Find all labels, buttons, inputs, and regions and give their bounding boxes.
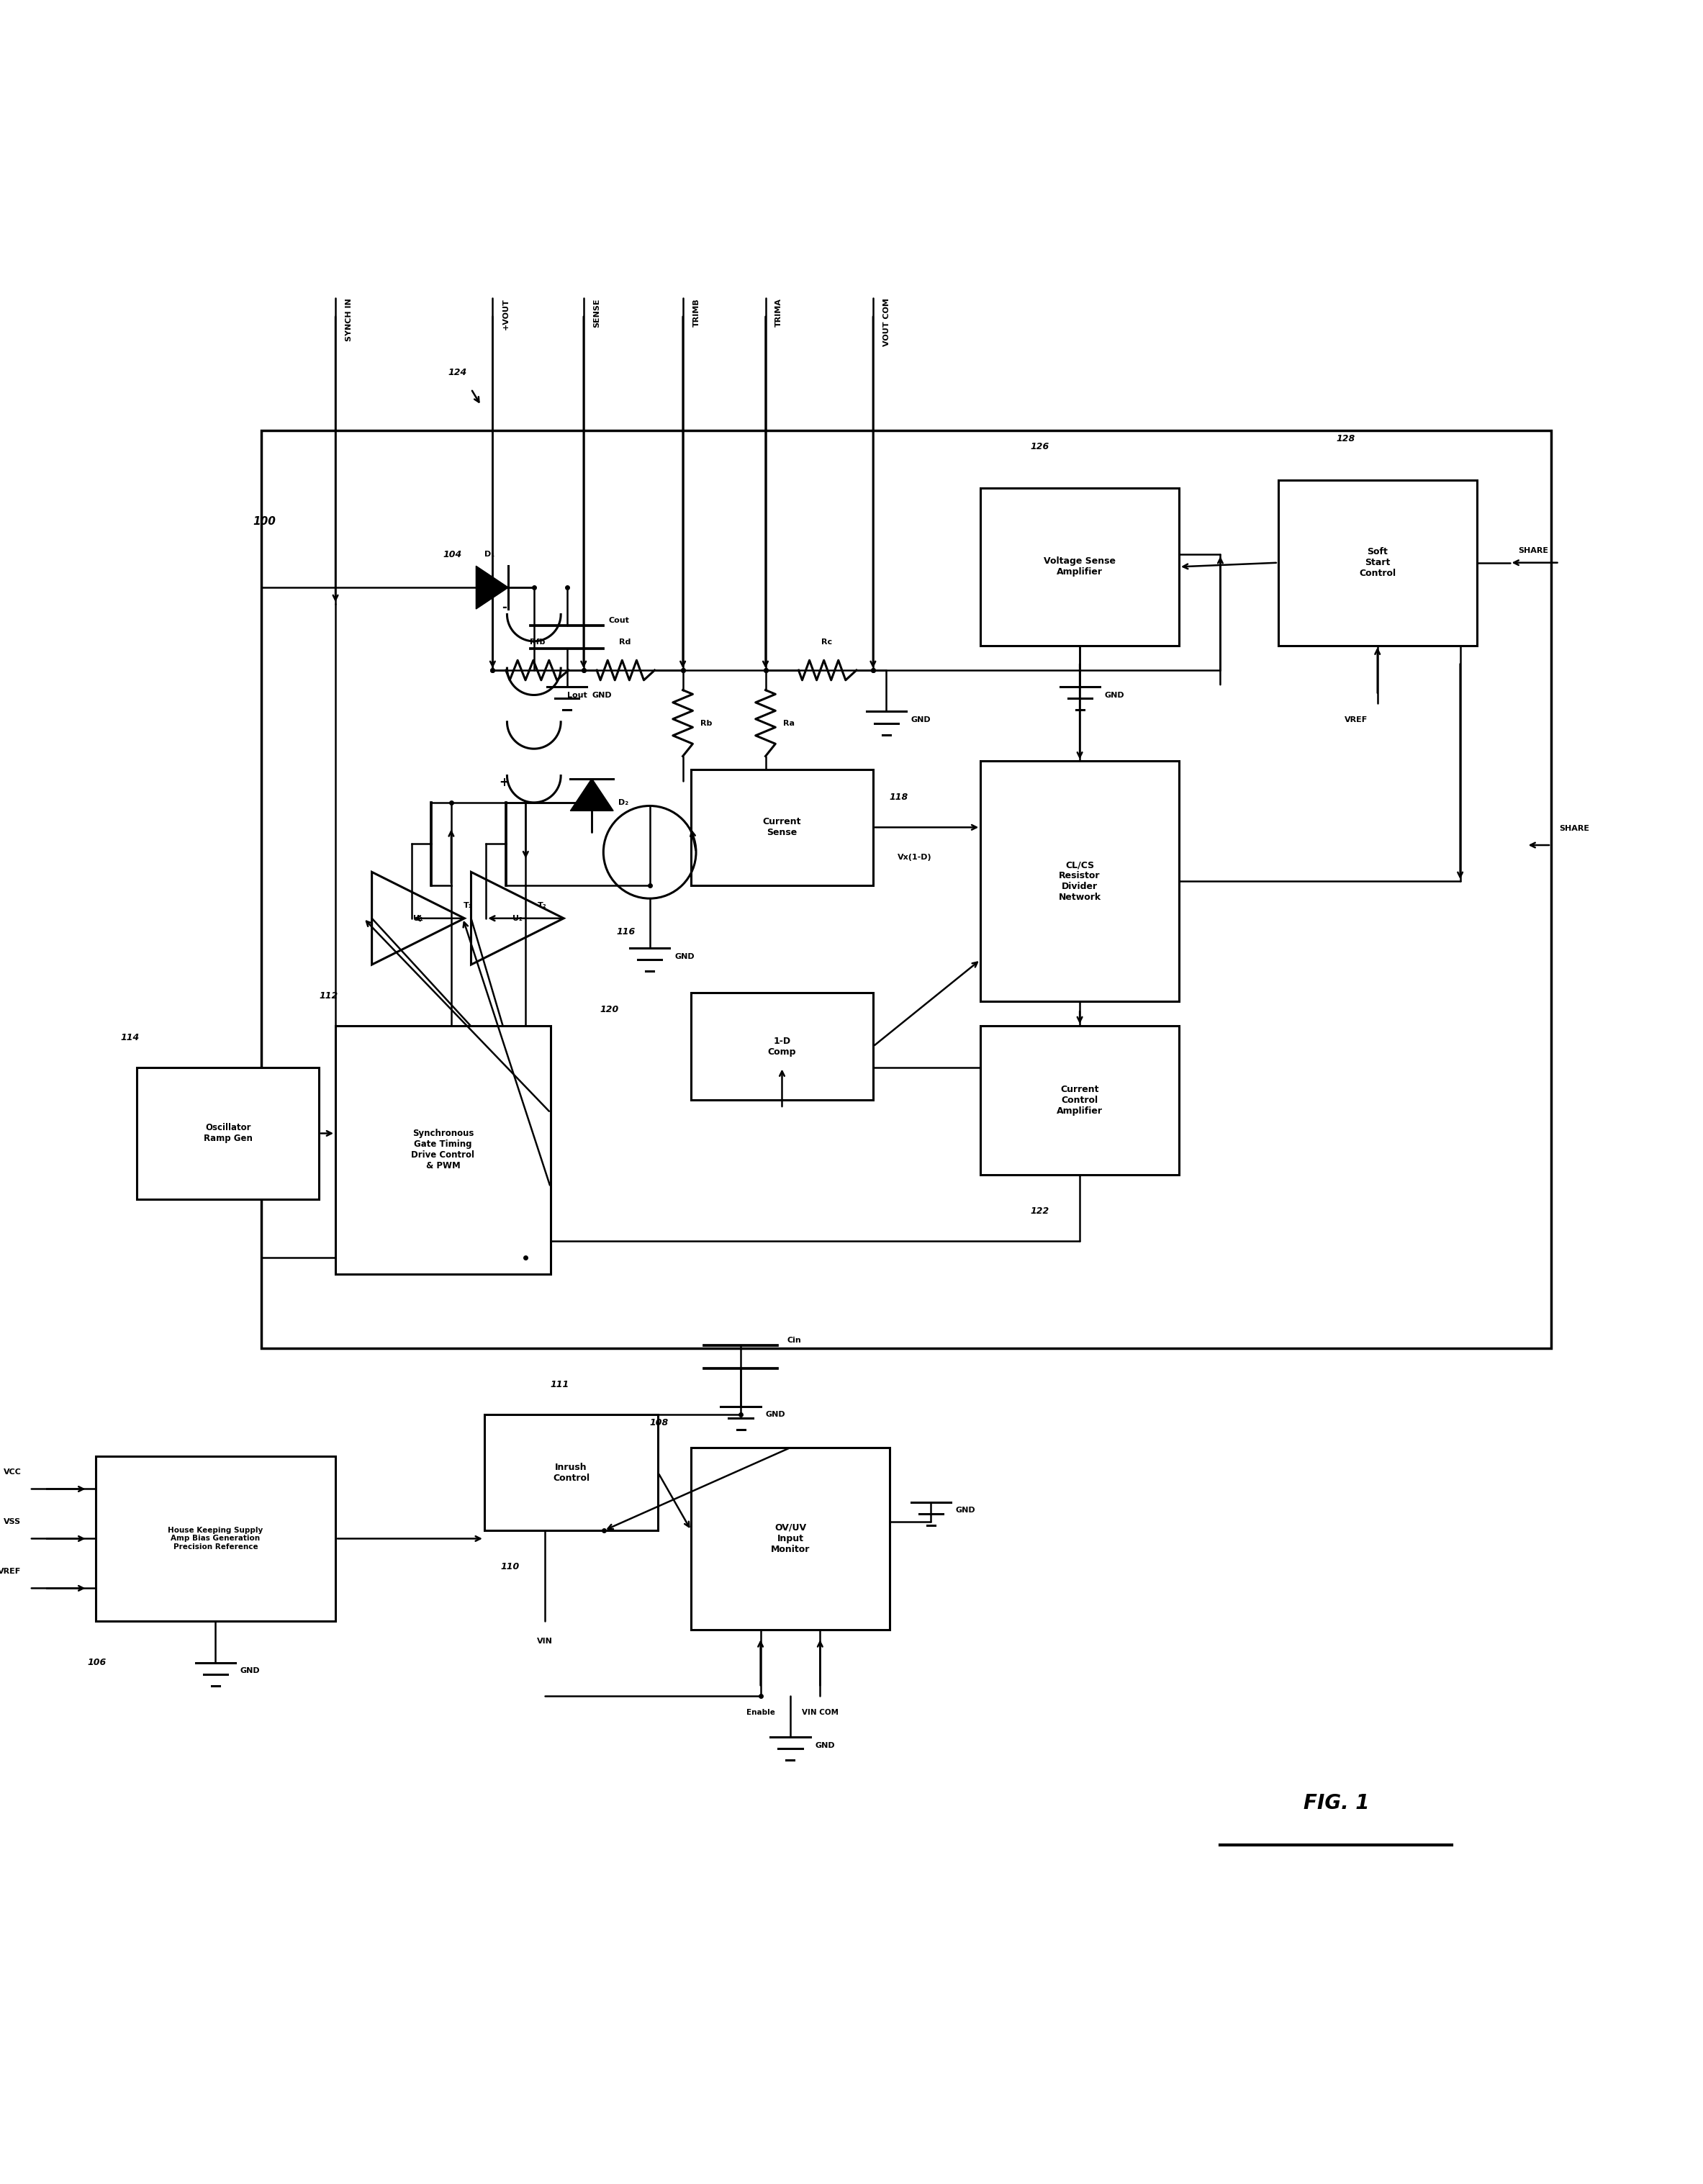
Text: GND: GND: [955, 1507, 976, 1514]
Text: Inrush
Control: Inrush Control: [553, 1463, 589, 1483]
Text: 126: 126: [1030, 441, 1049, 452]
Text: TRIMB: TRIMB: [693, 297, 700, 328]
Text: D₁: D₁: [484, 550, 494, 557]
Text: -: -: [502, 601, 506, 614]
Text: CL/CS
Resistor
Divider
Network: CL/CS Resistor Divider Network: [1059, 860, 1102, 902]
Bar: [1279, 480, 1477, 646]
Text: GND: GND: [674, 952, 695, 961]
Text: Vx(1-D): Vx(1-D): [897, 854, 932, 860]
Text: VIN COM: VIN COM: [802, 1710, 838, 1717]
Text: Rd: Rd: [618, 638, 630, 646]
Text: Synchronous
Gate Timing
Drive Control
& PWM: Synchronous Gate Timing Drive Control & …: [412, 1129, 475, 1171]
Text: SENSE: SENSE: [593, 297, 601, 328]
Polygon shape: [477, 566, 507, 609]
Text: 128: 128: [1337, 435, 1356, 443]
Bar: [981, 489, 1178, 646]
Text: 111: 111: [550, 1380, 569, 1389]
Bar: [691, 1448, 889, 1629]
Text: OV/UV
Input
Monitor: OV/UV Input Monitor: [771, 1522, 811, 1555]
Bar: [981, 1026, 1178, 1175]
Bar: [691, 994, 874, 1101]
Text: 122: 122: [1030, 1206, 1049, 1216]
Bar: [261, 430, 1551, 1348]
Text: +VOUT: +VOUT: [502, 297, 509, 330]
Text: GND: GND: [240, 1666, 261, 1675]
Text: GND: GND: [911, 716, 932, 723]
Text: VREF: VREF: [1344, 716, 1368, 723]
Text: VSS: VSS: [3, 1518, 20, 1524]
Text: VREF: VREF: [0, 1568, 20, 1575]
Text: VOUT COM: VOUT COM: [882, 297, 891, 345]
Text: Oscillator
Ramp Gen: Oscillator Ramp Gen: [204, 1123, 252, 1144]
Text: SYNCH IN: SYNCH IN: [346, 297, 353, 341]
Text: Voltage Sense
Amplifier: Voltage Sense Amplifier: [1044, 557, 1115, 577]
Text: 1-D
Comp: 1-D Comp: [768, 1037, 797, 1057]
Bar: [484, 1415, 657, 1531]
Text: 108: 108: [651, 1417, 669, 1428]
Text: 100: 100: [252, 515, 276, 526]
Text: Soft
Start
Control: Soft Start Control: [1359, 548, 1396, 579]
Bar: [981, 762, 1178, 1000]
Text: Current
Control
Amplifier: Current Control Amplifier: [1058, 1085, 1104, 1116]
Text: Cout: Cout: [608, 616, 628, 625]
Bar: [95, 1457, 335, 1621]
Bar: [335, 1026, 550, 1273]
Text: Rc: Rc: [821, 638, 833, 646]
Text: Rb: Rb: [700, 719, 712, 727]
Text: VCC: VCC: [3, 1468, 20, 1476]
Text: GND: GND: [816, 1743, 834, 1749]
Text: T₂: T₂: [538, 902, 547, 909]
Text: 104: 104: [443, 550, 462, 559]
Text: SHARE: SHARE: [1517, 548, 1548, 555]
Text: GND: GND: [765, 1411, 785, 1417]
Text: 106: 106: [87, 1658, 106, 1666]
Text: 116: 116: [616, 926, 635, 937]
Text: Cin: Cin: [787, 1337, 800, 1343]
Text: 124: 124: [448, 367, 467, 378]
Text: Current
Sense: Current Sense: [763, 817, 802, 836]
Text: D₂: D₂: [618, 799, 628, 806]
Text: Enable: Enable: [746, 1710, 775, 1717]
Text: 112: 112: [318, 992, 337, 1000]
Text: 114: 114: [121, 1033, 140, 1042]
Text: SHARE: SHARE: [1560, 826, 1589, 832]
Text: GND: GND: [1105, 692, 1124, 699]
Text: T₁: T₁: [463, 902, 472, 909]
Text: 118: 118: [889, 793, 908, 802]
Text: Ra: Ra: [783, 719, 794, 727]
Polygon shape: [571, 778, 613, 810]
Text: VIN: VIN: [536, 1638, 553, 1645]
Text: U₁: U₁: [414, 915, 422, 922]
Text: Rfb: Rfb: [530, 638, 545, 646]
Text: GND: GND: [593, 692, 611, 699]
Bar: [691, 769, 874, 885]
Text: Lout: Lout: [567, 692, 588, 699]
Bar: [136, 1068, 318, 1199]
Text: U₂: U₂: [513, 915, 523, 922]
Text: 110: 110: [501, 1562, 519, 1572]
Text: 120: 120: [599, 1005, 618, 1013]
Text: +: +: [499, 775, 509, 788]
Text: TRIMA: TRIMA: [775, 297, 783, 328]
Text: FIG. 1: FIG. 1: [1303, 1793, 1369, 1813]
Text: House Keeping Supply
Amp Bias Generation
Precision Reference: House Keeping Supply Amp Bias Generation…: [169, 1527, 264, 1551]
